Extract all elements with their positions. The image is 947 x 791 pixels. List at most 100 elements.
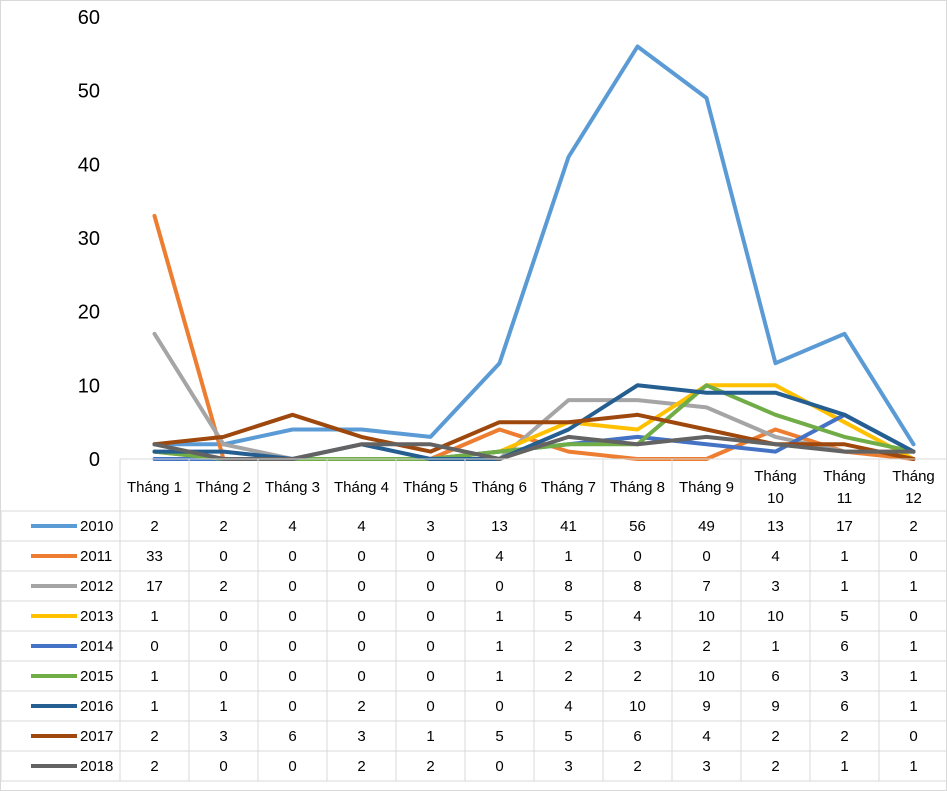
- table-cell-value: 4: [702, 728, 710, 745]
- table-cell-value: 2: [771, 728, 779, 745]
- table-cell-value: 0: [426, 638, 434, 655]
- table-cell-value: 1: [909, 698, 917, 715]
- table-cell-value: 0: [357, 668, 365, 685]
- y-tick-label-60: 60: [78, 7, 100, 29]
- table-cell-value: 0: [357, 578, 365, 595]
- table-cell-value: 17: [146, 578, 163, 595]
- table-cell-value: 0: [288, 668, 296, 685]
- table-cell-value: 2: [909, 518, 917, 535]
- table-cell-value: 8: [564, 578, 572, 595]
- table-cell-value: 2: [357, 698, 365, 715]
- y-tick-label-10: 10: [78, 375, 100, 397]
- table-cell-value: 1: [219, 698, 227, 715]
- category-label: Tháng 3: [265, 479, 320, 496]
- table-cell-value: 3: [633, 638, 641, 655]
- category-label: Tháng: [892, 468, 935, 485]
- table-cell-value: 1: [495, 608, 503, 625]
- table-cell-value: 3: [702, 758, 710, 775]
- category-label: 11: [837, 490, 853, 507]
- table-cell-value: 2: [633, 758, 641, 775]
- table-cell-value: 4: [495, 548, 503, 565]
- table-cell-value: 0: [909, 608, 917, 625]
- y-tick-label-50: 50: [78, 81, 100, 103]
- table-cell-value: 1: [771, 638, 779, 655]
- table-cell-value: 5: [495, 728, 503, 745]
- table-cell-value: 2: [426, 758, 434, 775]
- table-cell-value: 0: [702, 548, 710, 565]
- table-cell-value: 1: [150, 668, 158, 685]
- category-label: Tháng 9: [679, 479, 734, 496]
- category-label: Tháng 6: [472, 479, 527, 496]
- table-cell-value: 56: [629, 518, 646, 535]
- table-cell-value: 1: [909, 758, 917, 775]
- table-cell-value: 9: [771, 698, 779, 715]
- y-tick-label-20: 20: [78, 302, 100, 324]
- table-cell-value: 3: [357, 728, 365, 745]
- category-label: Tháng: [823, 468, 866, 485]
- table-cell-value: 10: [698, 668, 715, 685]
- table-cell-value: 2: [150, 518, 158, 535]
- category-label: 10: [767, 490, 784, 507]
- table-cell-value: 2: [633, 668, 641, 685]
- category-label: Tháng 4: [334, 479, 389, 496]
- table-cell-value: 0: [909, 548, 917, 565]
- table-cell-value: 6: [840, 698, 848, 715]
- series-line-2010: [152, 44, 916, 447]
- table-cell-value: 10: [767, 608, 784, 625]
- table-cell-value: 0: [288, 608, 296, 625]
- legend-label-2010: 2010: [80, 518, 113, 535]
- table-cell-value: 0: [219, 608, 227, 625]
- table-cell-value: 5: [564, 728, 572, 745]
- category-label: Tháng 2: [196, 479, 251, 496]
- table-cell-value: 0: [426, 578, 434, 595]
- table-cell-value: 1: [150, 698, 158, 715]
- table-cell-value: 13: [491, 518, 508, 535]
- table-cell-value: 2: [150, 758, 158, 775]
- legend-label-2012: 2012: [80, 578, 113, 595]
- category-label: Tháng: [754, 468, 797, 485]
- table-cell-value: 3: [564, 758, 572, 775]
- table-cell-value: 0: [219, 548, 227, 565]
- table-cell-value: 49: [698, 518, 715, 535]
- category-label: Tháng 5: [403, 479, 458, 496]
- table-cell-value: 2: [702, 638, 710, 655]
- table-cell-value: 1: [495, 668, 503, 685]
- table-cell-value: 2: [564, 668, 572, 685]
- table-cell-value: 4: [771, 548, 779, 565]
- table-cell-value: 10: [629, 698, 646, 715]
- table-cell-value: 1: [909, 578, 917, 595]
- table-cell-value: 0: [426, 698, 434, 715]
- table-cell-value: 0: [357, 638, 365, 655]
- y-tick-label-0: 0: [89, 449, 100, 471]
- table-cell-value: 3: [426, 518, 434, 535]
- table-cell-value: 2: [150, 728, 158, 745]
- table-cell-value: 0: [633, 548, 641, 565]
- category-label: Tháng 8: [610, 479, 665, 496]
- legend-label-2017: 2017: [80, 728, 113, 745]
- table-cell-value: 0: [909, 728, 917, 745]
- table-cell-value: 0: [288, 548, 296, 565]
- table-cell-value: 5: [564, 608, 572, 625]
- table-cell-value: 6: [771, 668, 779, 685]
- data-table: Tháng 1 Tháng 2 Tháng 3 Tháng 4 Tháng 5 Tháng…: [1, 458, 946, 782]
- table-cell-value: 0: [357, 548, 365, 565]
- table-cell-value: 0: [219, 758, 227, 775]
- table-cell-value: 41: [560, 518, 577, 535]
- table-cell-value: 0: [288, 758, 296, 775]
- table-cell-value: 3: [771, 578, 779, 595]
- table-cell-value: 0: [288, 638, 296, 655]
- table-cell-value: 0: [150, 638, 158, 655]
- y-axis-labels: 0 10 20 30 40 50 60: [78, 7, 100, 471]
- table-cell-value: 3: [840, 668, 848, 685]
- table-cell-value: 0: [357, 608, 365, 625]
- table-cell-value: 1: [150, 608, 158, 625]
- table-cell-value: 6: [633, 728, 641, 745]
- table-cell-value: 0: [426, 668, 434, 685]
- legend-label-2013: 2013: [80, 608, 113, 625]
- table-cell-value: 2: [219, 578, 227, 595]
- category-label: Tháng 7: [541, 479, 596, 496]
- table-cell-value: 5: [840, 608, 848, 625]
- table-cell-value: 1: [840, 548, 848, 565]
